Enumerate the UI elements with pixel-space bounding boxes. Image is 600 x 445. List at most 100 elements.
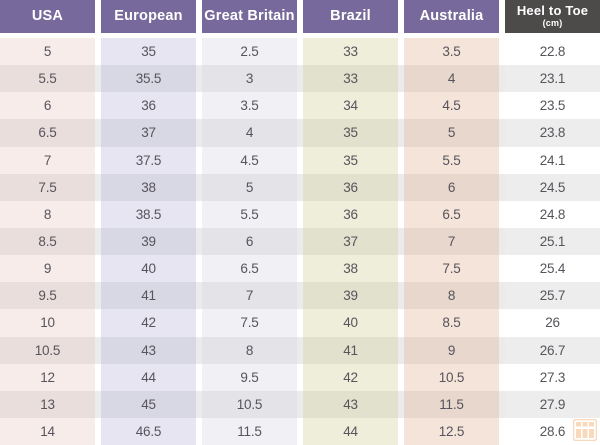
table-cell: 23.1 — [505, 65, 600, 93]
table-cell: 10.5 — [0, 336, 95, 364]
table-cell: 41 — [303, 336, 398, 364]
column-header-label: Brazil — [330, 7, 371, 24]
column-header-label: Australia — [419, 7, 484, 24]
watermark-logo-icon — [573, 419, 597, 441]
table-cell: 6 — [202, 227, 297, 256]
table-cell: 41 — [101, 282, 196, 310]
table-cell: 8 — [0, 200, 95, 228]
table-cell: 25.7 — [505, 282, 600, 310]
table-cell: 35 — [303, 146, 398, 174]
table-cell: 5 — [404, 119, 499, 147]
table-cell: 27.3 — [505, 363, 600, 391]
table-cell: 5.5 — [0, 65, 95, 93]
table-cell: 3 — [202, 65, 297, 93]
table-cell: 3.5 — [202, 92, 297, 120]
table-cell: 35.5 — [101, 65, 196, 93]
table-row: 14 46.5 11.5 44 12.5 28.6 — [0, 417, 600, 445]
table-cell: 6.5 — [0, 119, 95, 147]
table-cell: 11.5 — [202, 417, 297, 445]
table-cell: 23.8 — [505, 119, 600, 147]
table-cell: 28.6 — [505, 417, 600, 445]
table-cell: 40 — [303, 309, 398, 337]
table-cell: 10.5 — [202, 390, 297, 418]
table-cell: 22.8 — [505, 38, 600, 66]
table-cell: 7 — [202, 282, 297, 310]
table-cell: 7 — [404, 227, 499, 256]
column-header-label: USA — [31, 7, 64, 24]
column-header-brazil: Brazil — [303, 0, 398, 33]
table-cell: 10.5 — [404, 363, 499, 391]
table-cell: 43 — [101, 336, 196, 364]
table-cell: 9 — [404, 336, 499, 364]
table-row: 6 36 3.5 34 4.5 23.5 — [0, 92, 600, 120]
table-cell: 23.5 — [505, 92, 600, 120]
table-cell: 12.5 — [404, 417, 499, 445]
table-row: 7 37.5 4.5 35 5.5 24.1 — [0, 146, 600, 174]
column-header-heel-to-toe: Heel to Toe (cm) — [505, 0, 600, 33]
table-cell: 4.5 — [202, 146, 297, 174]
table-cell: 7.5 — [0, 173, 95, 201]
table-cell: 40 — [101, 255, 196, 283]
table-cell: 37 — [303, 227, 398, 256]
table-cell: 8.5 — [0, 227, 95, 256]
table-cell: 38.5 — [101, 200, 196, 228]
table-cell: 46.5 — [101, 417, 196, 445]
table-cell: 37.5 — [101, 146, 196, 174]
table-cell: 3.5 — [404, 38, 499, 66]
table-row: 8 38.5 5.5 36 6.5 24.8 — [0, 200, 600, 228]
table-cell: 4 — [404, 65, 499, 93]
table-cell: 5 — [202, 173, 297, 201]
table-row: 5 35 2.5 33 3.5 22.8 — [0, 38, 600, 66]
table-header-row: USA European Great Britain Brazil Austra… — [0, 0, 600, 33]
table-cell: 24.5 — [505, 173, 600, 201]
column-header-label: Great Britain — [204, 7, 295, 24]
table-cell: 5.5 — [404, 146, 499, 174]
table-cell: 6 — [404, 173, 499, 201]
table-cell: 9.5 — [0, 282, 95, 310]
table-body: 5 35 2.5 33 3.5 22.8 5.5 35.5 3 33 4 23.1 6 36 3.5 34 4.… — [0, 38, 600, 445]
column-header-usa: USA — [0, 0, 95, 33]
table-cell: 7 — [0, 146, 95, 174]
table-cell: 34 — [303, 92, 398, 120]
table-cell: 26.7 — [505, 336, 600, 364]
table-cell: 13 — [0, 390, 95, 418]
table-cell: 36 — [303, 173, 398, 201]
table-row: 6.5 37 4 35 5 23.8 — [0, 119, 600, 147]
table-cell: 4 — [202, 119, 297, 147]
table-cell: 38 — [101, 173, 196, 201]
table-row: 13 45 10.5 43 11.5 27.9 — [0, 390, 600, 418]
table-cell: 5 — [0, 38, 95, 66]
table-cell: 9 — [0, 255, 95, 283]
table-row: 9 40 6.5 38 7.5 25.4 — [0, 255, 600, 283]
table-cell: 26 — [505, 309, 600, 337]
table-cell: 8 — [404, 282, 499, 310]
table-cell: 24.8 — [505, 200, 600, 228]
table-cell: 45 — [101, 390, 196, 418]
table-row: 10 42 7.5 40 8.5 26 — [0, 309, 600, 337]
table-cell: 27.9 — [505, 390, 600, 418]
table-cell: 43 — [303, 390, 398, 418]
table-cell: 36 — [303, 200, 398, 228]
table-cell: 10 — [0, 309, 95, 337]
table-row: 7.5 38 5 36 6 24.5 — [0, 173, 600, 201]
table-cell: 11.5 — [404, 390, 499, 418]
table-cell: 44 — [101, 363, 196, 391]
table-row: 5.5 35.5 3 33 4 23.1 — [0, 65, 600, 93]
table-cell: 35 — [101, 38, 196, 66]
table-cell: 39 — [303, 282, 398, 310]
table-cell: 42 — [101, 309, 196, 337]
table-cell: 8 — [202, 336, 297, 364]
table-row: 10.5 43 8 41 9 26.7 — [0, 336, 600, 364]
table-cell: 35 — [303, 119, 398, 147]
table-cell: 2.5 — [202, 38, 297, 66]
table-cell: 36 — [101, 92, 196, 120]
table-cell: 7.5 — [202, 309, 297, 337]
table-cell: 24.1 — [505, 146, 600, 174]
table-cell: 25.4 — [505, 255, 600, 283]
table-row: 9.5 41 7 39 8 25.7 — [0, 282, 600, 310]
table-cell: 39 — [101, 227, 196, 256]
table-cell: 5.5 — [202, 200, 297, 228]
table-cell: 7.5 — [404, 255, 499, 283]
table-cell: 37 — [101, 119, 196, 147]
